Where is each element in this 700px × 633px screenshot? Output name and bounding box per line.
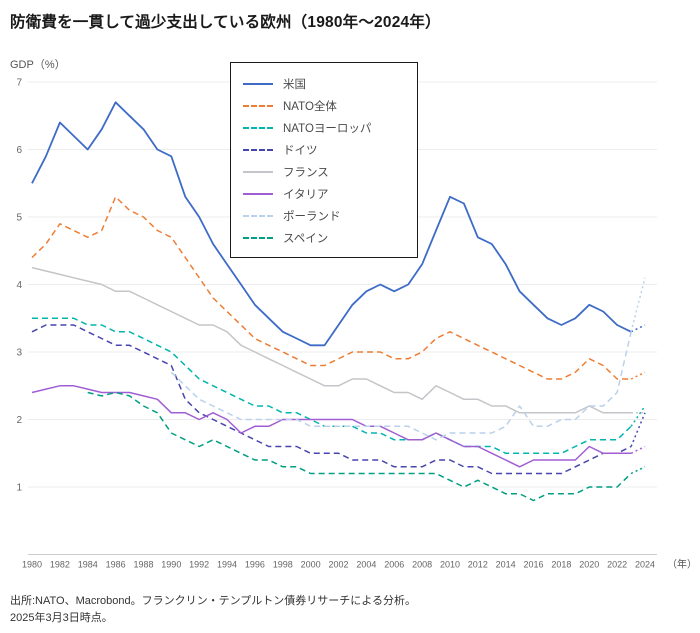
series-line-nato-total-estimate bbox=[630, 371, 646, 380]
series-line-nato-europe bbox=[32, 317, 632, 455]
legend-label-france: フランス bbox=[283, 167, 329, 179]
legend-line-sample-poland bbox=[243, 215, 273, 217]
x-tick-label-2006: 2006 bbox=[384, 560, 404, 570]
legend-item-us: 米国 bbox=[243, 73, 405, 95]
legend-item-poland: ポーランド bbox=[243, 205, 405, 227]
series-line-france bbox=[31, 266, 632, 414]
x-tick-label-1992: 1992 bbox=[189, 560, 209, 570]
legend-item-spain: スペイン bbox=[243, 227, 405, 249]
legend-item-italy: イタリア bbox=[243, 183, 405, 205]
series-line-italy-estimate bbox=[630, 445, 646, 454]
legend-label-nato-europe: NATOヨーロッパ bbox=[283, 123, 372, 135]
legend-label-spain: スペイン bbox=[283, 233, 329, 245]
series-line-nato-europe-estimate bbox=[630, 405, 646, 427]
legend-line-sample-nato-total bbox=[243, 105, 273, 107]
source-line-2: 2025年3月3日時点。 bbox=[10, 611, 113, 624]
y-tick-label-7: 7 bbox=[16, 78, 22, 89]
legend-item-france: フランス bbox=[243, 161, 405, 183]
x-tick-label-2024: 2024 bbox=[635, 560, 655, 570]
x-tick-label-1996: 1996 bbox=[245, 560, 265, 570]
series-line-italy bbox=[31, 385, 632, 468]
y-tick-label-2: 2 bbox=[16, 415, 22, 426]
series-line-us bbox=[31, 101, 632, 347]
legend-line-sample-spain bbox=[243, 237, 273, 239]
legend-item-germany: ドイツ bbox=[243, 139, 405, 161]
legend-item-nato-europe: NATOヨーロッパ bbox=[243, 117, 405, 139]
x-tick-label-2002: 2002 bbox=[328, 560, 348, 570]
legend-line-sample-france bbox=[243, 171, 273, 173]
x-tick-label-1988: 1988 bbox=[133, 560, 153, 570]
x-tick-label-2020: 2020 bbox=[579, 560, 599, 570]
legend-line-sample-germany bbox=[243, 149, 273, 151]
y-tick-label-3: 3 bbox=[16, 348, 22, 359]
x-tick-label-1986: 1986 bbox=[106, 560, 126, 570]
legend-label-italy: イタリア bbox=[283, 189, 329, 201]
legend-item-nato-total: NATO全体 bbox=[243, 95, 405, 117]
x-tick-label-1980: 1980 bbox=[22, 560, 42, 570]
x-tick-label-1984: 1984 bbox=[78, 560, 98, 570]
legend-line-sample-us bbox=[243, 83, 273, 85]
x-tick-label-2018: 2018 bbox=[551, 560, 571, 570]
x-tick-label-1998: 1998 bbox=[273, 560, 293, 570]
series-line-poland-estimate bbox=[630, 277, 646, 332]
series-line-germany bbox=[31, 324, 632, 475]
legend-box: 米国 NATO全体 NATOヨーロッパ ドイツフランスイタリアポーランドスペイン bbox=[230, 62, 418, 258]
x-tick-label-2012: 2012 bbox=[468, 560, 488, 570]
legend-label-germany: ドイツ bbox=[283, 145, 318, 157]
x-tick-label-2004: 2004 bbox=[356, 560, 376, 570]
legend-label-nato-total: NATO全体 bbox=[283, 101, 337, 113]
x-tick-label-1982: 1982 bbox=[50, 560, 70, 570]
x-tick-label-1990: 1990 bbox=[161, 560, 181, 570]
series-line-spain-estimate bbox=[630, 466, 646, 475]
series-line-spain bbox=[87, 391, 632, 502]
source-note: 出所:NATO、Macrobond。フランクリン・テンプルトン債券リサーチによる… bbox=[10, 593, 416, 626]
chart-title: 防衛費を一貫して過少支出している欧州（1980年～2024年） bbox=[10, 14, 441, 31]
defense-spending-line-chart: 1 2 3 4 5 6 7 1980 1982 1984 1986 1988 1990 1992 1994 1… bbox=[16, 78, 697, 571]
series-line-poland bbox=[170, 331, 632, 441]
series-line-germany-estimate bbox=[630, 412, 646, 447]
x-axis-unit-label: （年） bbox=[667, 558, 697, 571]
x-tick-label-2008: 2008 bbox=[412, 560, 432, 570]
x-tick-label-2010: 2010 bbox=[440, 560, 460, 570]
x-tick-label-2000: 2000 bbox=[301, 560, 321, 570]
y-tick-label-1: 1 bbox=[16, 483, 22, 494]
y-tick-label-5: 5 bbox=[16, 213, 22, 224]
x-tick-label-2014: 2014 bbox=[496, 560, 516, 570]
legend-line-sample-italy bbox=[243, 193, 273, 195]
y-tick-label-4: 4 bbox=[16, 280, 22, 291]
x-tick-label-2016: 2016 bbox=[524, 560, 544, 570]
x-tick-label-2022: 2022 bbox=[607, 560, 627, 570]
source-line-1: 出所:NATO、Macrobond。フランクリン・テンプルトン債券リサーチによる… bbox=[10, 595, 416, 607]
legend-label-poland: ポーランド bbox=[283, 211, 341, 223]
legend-line-sample-nato-europe bbox=[243, 127, 273, 129]
y-tick-label-6: 6 bbox=[16, 145, 22, 156]
series-line-nato-total bbox=[31, 196, 632, 380]
x-tick-label-1994: 1994 bbox=[217, 560, 237, 570]
y-axis-unit-label: GDP（%） bbox=[10, 59, 66, 71]
legend-label-us: 米国 bbox=[283, 79, 306, 91]
